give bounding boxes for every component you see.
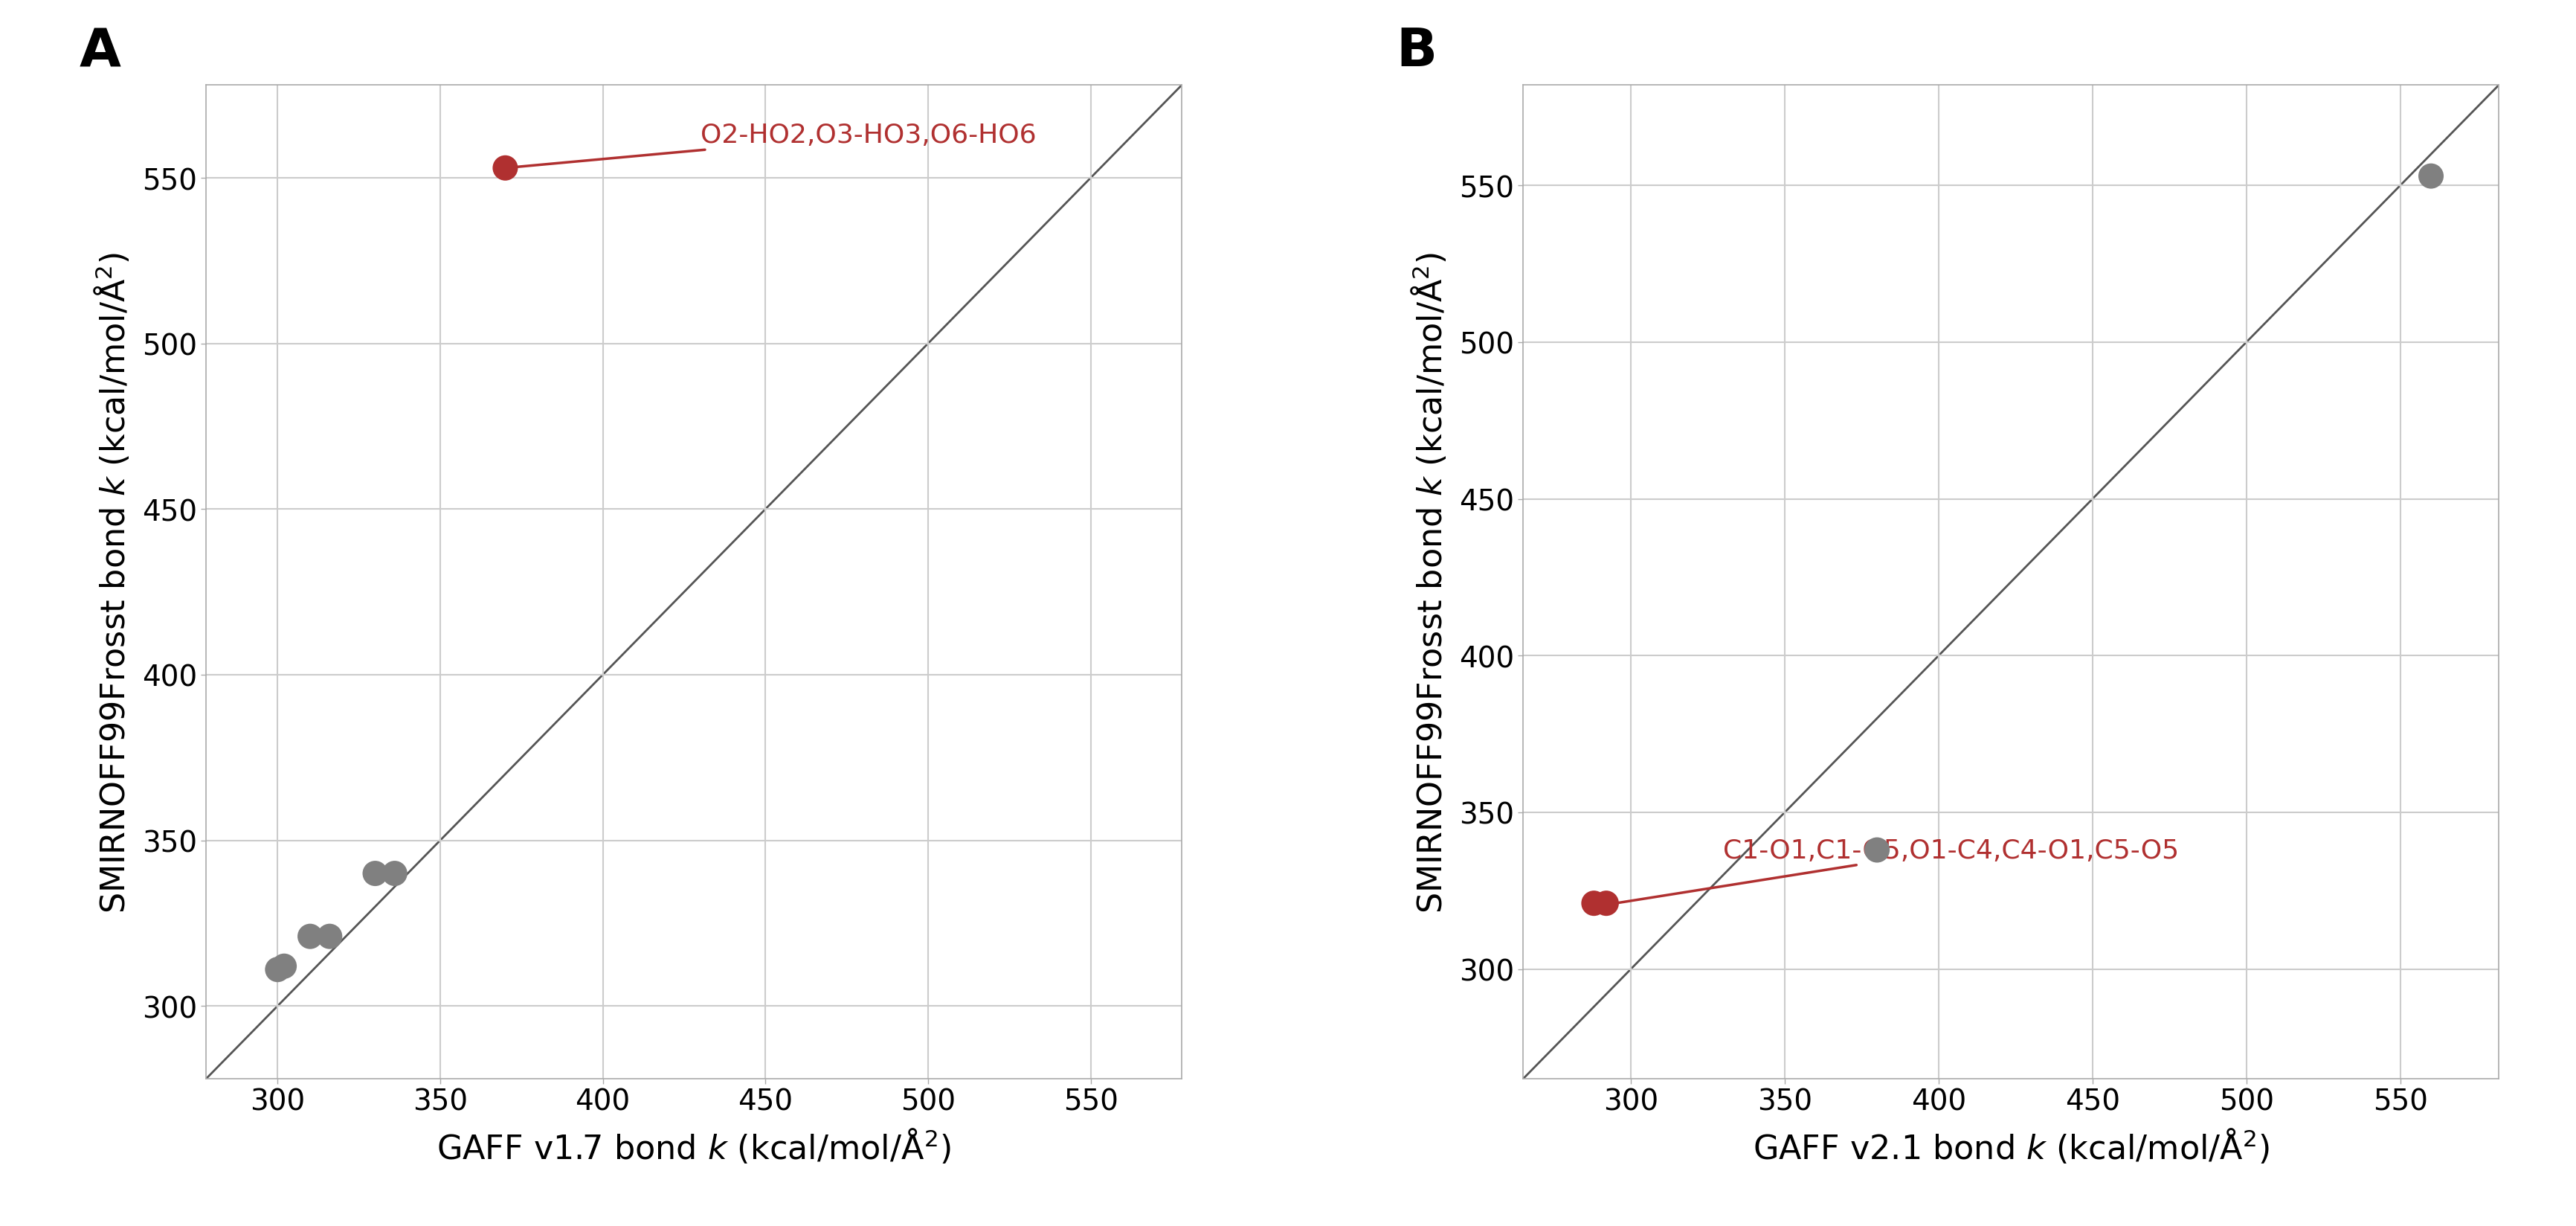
Text: C1-O1,C1-O5,O1-C4,C4-O1,C5-O5: C1-O1,C1-O5,O1-C4,C4-O1,C5-O5 <box>1618 837 2179 904</box>
X-axis label: GAFF v1.7 bond $k$ (kcal/mol/Å$^2$): GAFF v1.7 bond $k$ (kcal/mol/Å$^2$) <box>438 1127 951 1165</box>
Point <box>309 927 350 946</box>
Point <box>355 864 397 884</box>
Point <box>289 927 330 946</box>
Y-axis label: SMIRNOFF99Frosst bond $k$ (kcal/mol/Å$^2$): SMIRNOFF99Frosst bond $k$ (kcal/mol/Å$^2… <box>93 251 131 913</box>
Point <box>1587 894 1628 913</box>
Point <box>2411 167 2452 186</box>
Text: A: A <box>80 26 121 77</box>
X-axis label: GAFF v2.1 bond $k$ (kcal/mol/Å$^2$): GAFF v2.1 bond $k$ (kcal/mol/Å$^2$) <box>1752 1127 2269 1165</box>
Text: B: B <box>1396 26 1437 77</box>
Text: O2-HO2,O3-HO3,O6-HO6: O2-HO2,O3-HO3,O6-HO6 <box>507 123 1036 168</box>
Point <box>258 960 299 980</box>
Point <box>374 864 415 884</box>
Point <box>263 956 304 976</box>
Point <box>1857 840 1899 859</box>
Point <box>1574 894 1615 913</box>
Y-axis label: SMIRNOFF99Frosst bond $k$ (kcal/mol/Å$^2$): SMIRNOFF99Frosst bond $k$ (kcal/mol/Å$^2… <box>1409 251 1448 913</box>
Point <box>484 158 526 178</box>
